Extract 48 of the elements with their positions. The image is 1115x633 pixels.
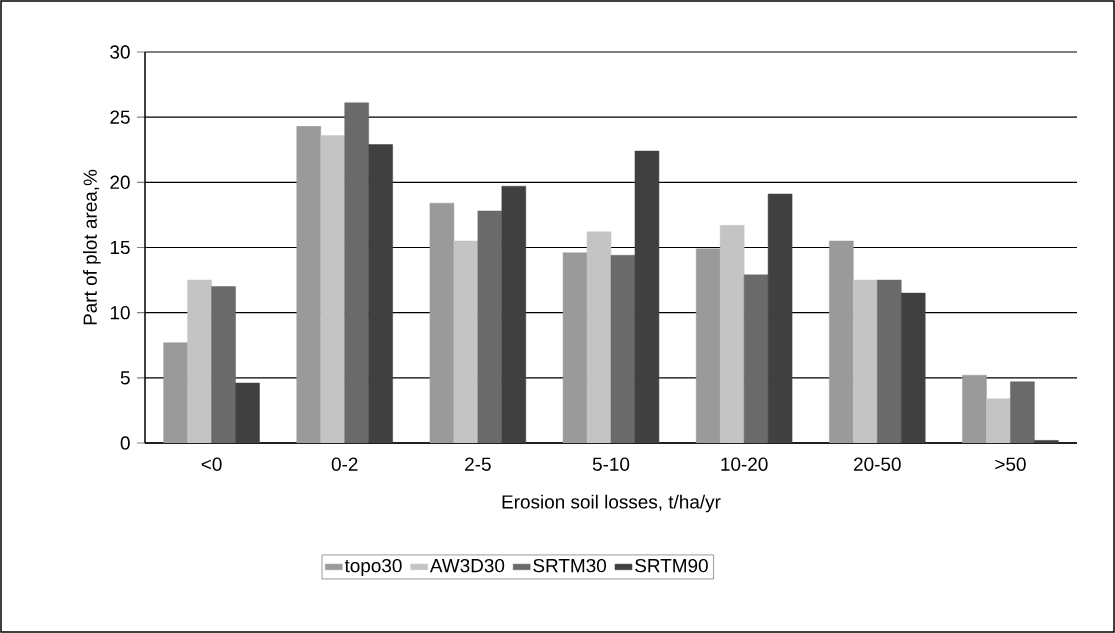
bar (767, 193, 793, 443)
bar (743, 274, 769, 443)
y-axis-title: Part of plot area,% (82, 169, 101, 325)
bar (586, 231, 612, 443)
legend-label: topo30 (344, 558, 402, 577)
bar (235, 382, 260, 443)
x-tick-label: 20-50 (854, 457, 901, 471)
x-tick-label: >50 (995, 457, 1026, 471)
x-tick-label: 2-5 (465, 457, 491, 471)
bar (634, 150, 660, 443)
y-tick-label: 0 (120, 436, 130, 450)
x-axis-title: Erosion soil losses, t/ha/yr (502, 494, 721, 513)
x-tick-label: 5-10 (592, 457, 630, 471)
bar (986, 398, 1011, 443)
bar (877, 279, 902, 443)
legend-label: AW3D30 (429, 558, 505, 573)
legend-label: SRTM90 (635, 558, 708, 573)
x-tick-label: <0 (201, 457, 222, 471)
bar (368, 144, 393, 443)
bar (1010, 381, 1035, 443)
bar (695, 248, 721, 443)
y-tick-label: 30 (110, 45, 130, 59)
bar (1034, 440, 1059, 443)
y-tick-label: 25 (110, 110, 130, 124)
bar (163, 342, 188, 443)
bar (719, 225, 745, 443)
x-tick-label: 0-2 (331, 457, 358, 471)
bar (344, 102, 369, 443)
bar (187, 279, 212, 443)
bar (962, 374, 987, 443)
bar (901, 292, 926, 443)
y-tick-label: 15 (110, 240, 130, 255)
bar (453, 240, 479, 443)
bar (211, 286, 236, 443)
legend-label: SRTM30 (533, 558, 607, 573)
bar (829, 240, 854, 443)
bar (610, 255, 636, 443)
bar (477, 210, 503, 443)
bar (320, 135, 345, 443)
bar (501, 185, 527, 443)
bar (853, 279, 878, 443)
bar (562, 252, 588, 443)
y-tick-label: 10 (110, 305, 130, 320)
x-tick-label: 10-20 (721, 457, 768, 471)
bar (296, 126, 321, 443)
y-tick-label: 5 (120, 371, 130, 385)
bar (429, 202, 455, 443)
y-tick-label: 20 (110, 175, 130, 190)
